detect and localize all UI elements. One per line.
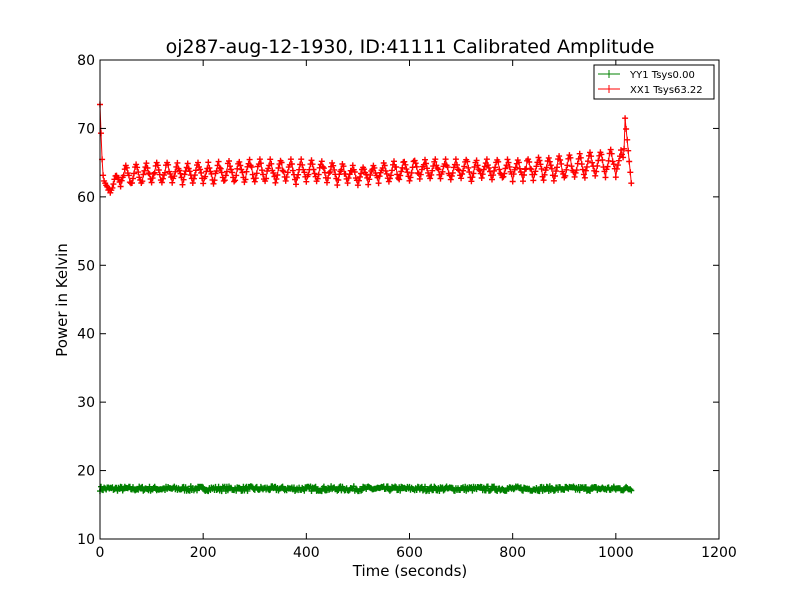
x-axis-label: Time (seconds) — [352, 562, 468, 580]
chart-title: oj287-aug-12-1930, ID:41111 Calibrated A… — [166, 36, 655, 58]
axis-ticks: 0 200 400 600 800 1000 1200 10 20 30 40 50 60 70 80 — [77, 53, 737, 561]
y-tick-label: 70 — [77, 121, 95, 137]
x-tick-label: 200 — [190, 545, 217, 561]
y-tick-label: 30 — [77, 395, 95, 411]
y-tick-label: 40 — [77, 327, 95, 343]
y-tick-label: 80 — [77, 53, 95, 69]
series-1 — [97, 101, 635, 196]
y-tick-label: 20 — [77, 464, 95, 480]
x-tick-label: 0 — [96, 545, 105, 561]
legend-label-xx1: XX1 Tsys63.22 — [630, 85, 703, 96]
x-tick-label: 1200 — [701, 545, 737, 561]
legend: YY1 Tsys0.00 XX1 Tsys63.22 — [593, 64, 715, 100]
legend-label-yy1: YY1 Tsys0.00 — [629, 70, 695, 81]
y-axis-label: Power in Kelvin — [53, 243, 71, 357]
x-tick-label: 800 — [499, 545, 526, 561]
y-tick-label: 60 — [77, 190, 95, 206]
x-tick-label: 1000 — [598, 545, 634, 561]
y-tick-label: 10 — [77, 532, 95, 548]
legend-box — [593, 64, 715, 100]
plot-area — [97, 101, 635, 495]
x-tick-label: 600 — [396, 545, 423, 561]
y-tick-label: 50 — [77, 258, 95, 274]
x-tick-label: 400 — [293, 545, 320, 561]
